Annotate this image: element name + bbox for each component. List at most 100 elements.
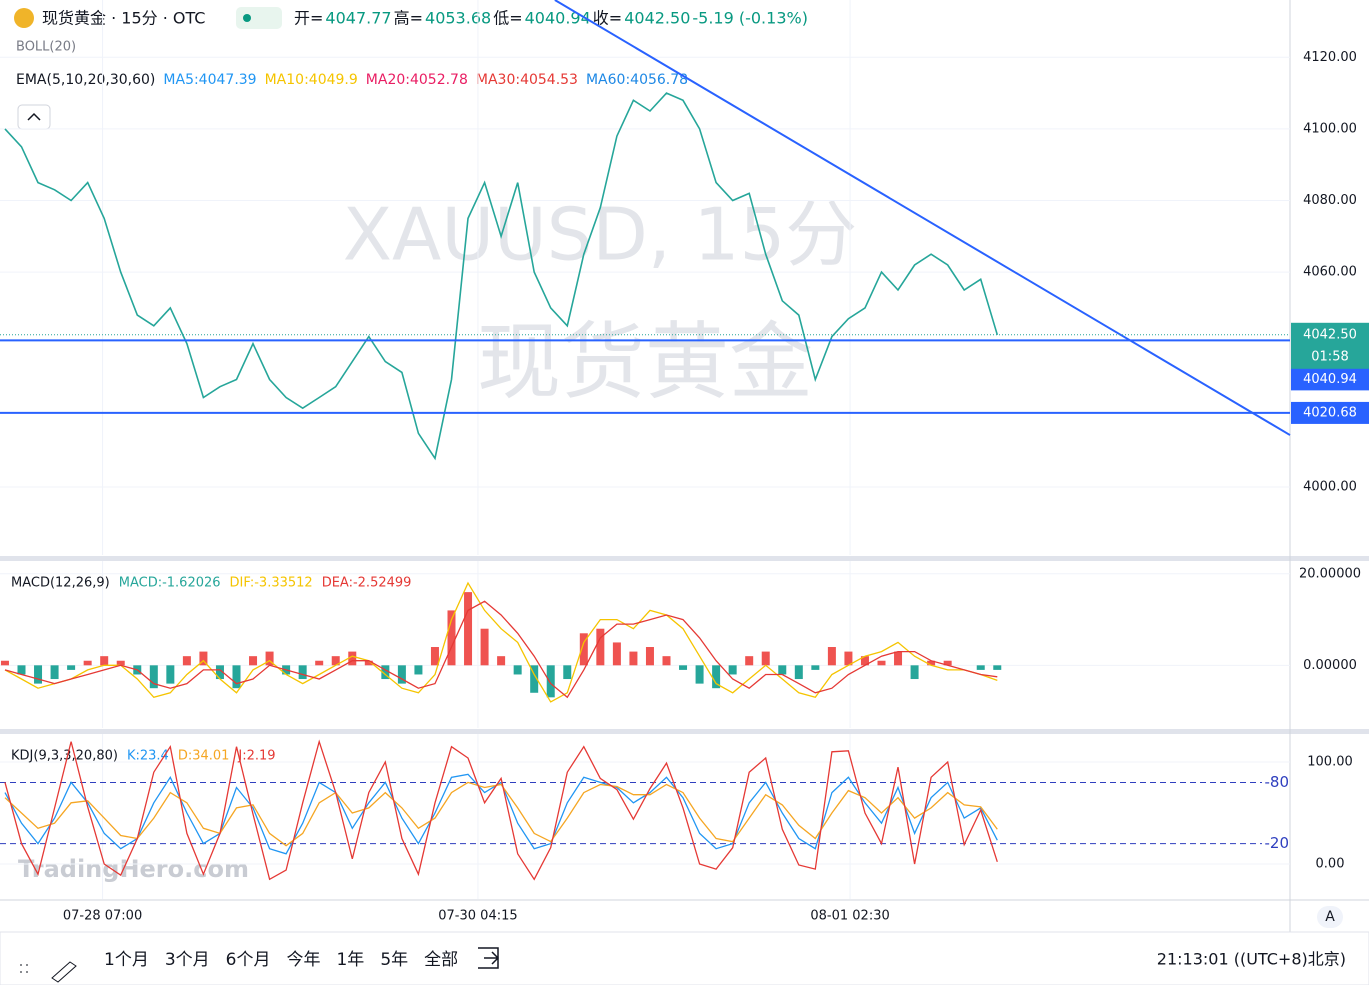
legend-item: 高= (394, 9, 423, 28)
range-button[interactable]: 5年 (380, 950, 408, 970)
macd-bar (530, 665, 539, 693)
legend-item: 4040.94 (525, 9, 591, 28)
macd-bar (894, 651, 903, 666)
macd-bar (497, 656, 506, 666)
range-button[interactable]: 3个月 (165, 950, 210, 970)
watermark: 现货黄金 (477, 313, 813, 411)
macd-bar (679, 665, 688, 670)
macd-bar (447, 610, 456, 666)
macd-bar (910, 665, 919, 680)
macd-bar (50, 665, 59, 680)
pane-separator (0, 556, 1369, 561)
legend-item: 收= (593, 9, 622, 28)
macd-bar (249, 656, 258, 666)
legend-item: 4047.77 (325, 9, 391, 28)
legend-item: DEA:-2.52499 (322, 576, 412, 591)
compare-icon[interactable] (478, 947, 500, 969)
range-button[interactable]: 1年 (336, 950, 364, 970)
macd-bar (563, 665, 572, 680)
macd-bar (860, 656, 869, 666)
macd-bar (612, 642, 621, 666)
countdown-label: 01:58 (1311, 349, 1348, 364)
auto-scale-button[interactable] (1317, 906, 1343, 928)
macd-bar (662, 656, 671, 666)
threshold-label: -80 (1265, 773, 1290, 791)
y-tick-label: 4100.00 (1303, 121, 1357, 136)
macd-bar (546, 665, 555, 698)
macd-bar (348, 651, 357, 666)
macd-bar (0, 660, 9, 666)
y-tick-label: 0.00000 (1303, 658, 1357, 673)
macd-bar (943, 660, 952, 666)
legend-item: MA20:4052.78 (366, 72, 468, 88)
x-tick-label: 07-30 04:15 (438, 909, 517, 924)
macd-bar (34, 665, 43, 684)
macd-bar (712, 665, 721, 689)
symbol-title: 现货黄金 · 15分 · OTC (42, 9, 205, 28)
macd-line (4, 600, 998, 699)
symbol-icon (14, 8, 34, 28)
threshold-label: -20 (1265, 834, 1290, 852)
macd-bar (695, 665, 704, 684)
x-tick-label: 07-28 07:00 (63, 909, 142, 924)
range-button[interactable]: 6个月 (226, 950, 271, 970)
kdj-line (4, 773, 998, 855)
y-tick-label: 0.00 (1316, 857, 1345, 872)
legend-item: MACD:-1.62026 (119, 576, 221, 591)
legend-item: DIF:-3.33512 (230, 576, 313, 591)
macd-bar (596, 628, 605, 666)
macd-bar (877, 660, 886, 666)
macd-bar (464, 592, 473, 666)
x-tick-label: 08-01 02:30 (810, 909, 889, 924)
logo: TradingHero.com (18, 855, 249, 883)
macd-bar (579, 633, 588, 666)
range-button[interactable]: 全部 (424, 950, 458, 970)
macd-bar (513, 665, 522, 675)
watermark: XAUUSD, 15分 (343, 193, 858, 277)
macd-bar (976, 665, 985, 670)
macd-bar (315, 660, 324, 666)
y-tick-label: 100.00 (1307, 755, 1353, 770)
macd-bar (116, 660, 125, 666)
macd-bar (728, 665, 737, 675)
legend-item: 4053.68 (425, 9, 491, 28)
level-tag (1291, 368, 1369, 391)
macd-bar (265, 651, 274, 666)
macd-bar (166, 665, 175, 684)
legend-item: MA60:4056.78 (586, 72, 688, 88)
macd-bar (811, 665, 820, 670)
y-tick-label: 20.00000 (1299, 566, 1361, 581)
legend-item: 4042.50 (624, 9, 690, 28)
last-price-tag (1291, 322, 1369, 369)
level-label: 4040.94 (1303, 372, 1357, 387)
macd-bar (645, 647, 654, 666)
macd-bar (199, 651, 208, 666)
trend-line (554, 0, 1291, 436)
collapse-button[interactable] (17, 104, 51, 130)
macd-bar (182, 656, 191, 666)
macd-bar (778, 665, 787, 675)
y-tick-label: 4080.00 (1303, 193, 1357, 208)
level-tag (1291, 401, 1369, 424)
macd-bar (215, 665, 224, 680)
macd-bar (745, 656, 754, 666)
auto-scale-label: A (1325, 909, 1335, 925)
legend-item: D:34.01 (178, 749, 230, 764)
range-button[interactable]: 今年 (286, 950, 320, 970)
y-tick-label: 4120.00 (1303, 50, 1357, 65)
legend-item: 低= (493, 9, 522, 28)
macd-bar (232, 665, 241, 689)
macd-bar (761, 651, 770, 666)
clock: 21:13:01 ((UTC+8)北京) (1157, 950, 1346, 969)
macd-bar (149, 665, 158, 689)
macd-bar (397, 665, 406, 684)
legend-item: MA30:4054.53 (476, 72, 578, 88)
toolbar (0, 931, 1369, 985)
range-button[interactable]: 1个月 (104, 950, 149, 970)
drawing-tools-icon[interactable] (20, 961, 77, 983)
last-price-label: 4042.50 (1303, 327, 1357, 342)
macd-bar (100, 656, 109, 666)
legend-item: EMA(5,10,20,30,60) (16, 72, 155, 88)
